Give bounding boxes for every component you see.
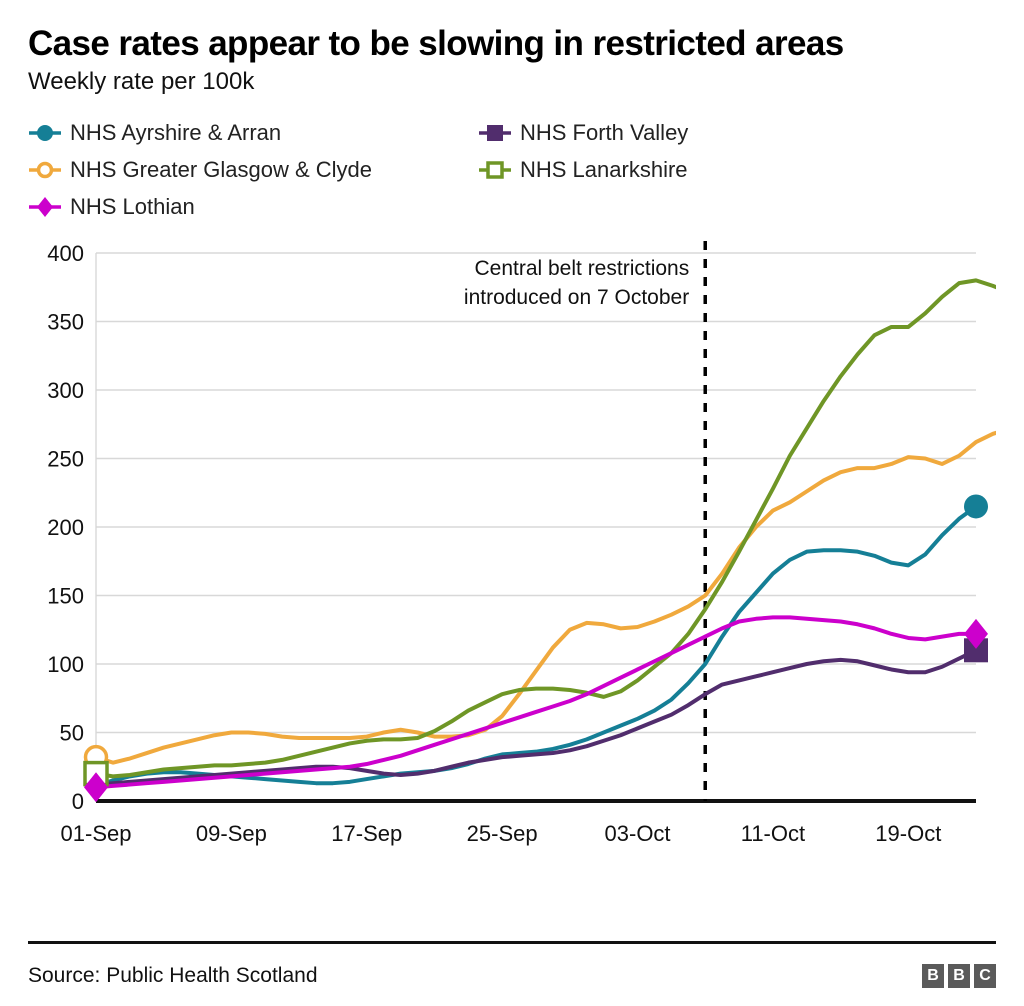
y-axis-tick-label: 350 [47,310,84,335]
annotation-text-line-1: Central belt restrictions [474,257,689,280]
y-axis-tick-label: 300 [47,378,84,403]
chart-legend: NHS Ayrshire & Arran NHS Forth Valley NHS … [28,114,728,225]
annotation-text-line-2: introduced on 7 October [464,286,689,309]
source-label: Source: Public Health Scotland [28,964,318,987]
legend-label: NHS Lothian [70,193,195,219]
chart-subtitle: Weekly rate per 100k [28,68,255,96]
end-marker-nhs-ayrshire-arran [964,494,988,519]
open-square-icon [478,159,512,181]
filled-diamond-icon [28,196,62,218]
bbc-logo-letter-3: C [974,964,996,988]
legend-label: NHS Forth Valley [520,119,689,145]
legend-label: NHS Ayrshire & Arran [70,119,282,145]
x-axis-tick-label: 17-Sep [331,821,402,846]
y-axis-tick-label: 200 [47,515,84,540]
x-axis-tick-label: 01-Sep [61,821,132,846]
legend-item-nhs-ayrshire-arran[interactable]: NHS Ayrshire & Arran [28,114,478,151]
filled-circle-icon [28,122,62,144]
bbc-logo-letter-1: B [922,964,944,988]
chart-area: 0 50 100 150 200 250 300 350 400 01-Sep 09-Sep 17-S… [28,235,996,875]
bbc-logo-letter-2: B [948,964,970,988]
y-axis-tick-label: 0 [72,789,84,814]
page-title: Case rates appear to be slowing in restr… [28,24,844,63]
x-axis-tick-label: 03-Oct [605,821,671,846]
end-marker-nhs-lothian [964,619,988,650]
series-line-nhs-lanarkshire [94,278,996,779]
y-axis-tick-label: 250 [47,447,84,472]
series-line-nhs-greater-glasgow-clyde [94,430,996,765]
y-axis-tick-label: 400 [47,241,84,266]
line-chart: 0 50 100 150 200 250 300 350 400 01-Sep 09-Sep 17-S… [47,241,996,846]
x-axis-tick-label: 19-Oct [875,821,941,846]
series-line-nhs-lothian [94,615,978,790]
series-line-nhs-forth-valley [94,648,978,787]
start-marker-nhs-lothian [84,772,108,803]
legend-label: NHS Lanarkshire [520,156,688,182]
y-axis-tick-label: 100 [47,652,84,677]
legend-item-nhs-lothian[interactable]: NHS Lothian [28,188,478,225]
footer-divider [28,941,996,944]
legend-item-nhs-lanarkshire[interactable]: NHS Lanarkshire [478,151,728,188]
x-axis-tick-label: 09-Sep [196,821,267,846]
x-axis-tick-label: 25-Sep [467,821,538,846]
legend-label: NHS Greater Glasgow & Clyde [70,156,372,182]
y-axis-tick-label: 50 [60,721,84,746]
filled-square-icon [478,122,512,144]
y-axis-tick-label: 150 [47,584,84,609]
legend-item-nhs-forth-valley[interactable]: NHS Forth Valley [478,114,728,151]
chart-page: Case rates appear to be slowing in restr… [0,24,1024,1006]
open-circle-icon [28,159,62,181]
x-axis-tick-label: 11-Oct [741,821,805,846]
legend-item-nhs-greater-glasgow-clyde[interactable]: NHS Greater Glasgow & Clyde [28,151,478,188]
series-line-nhs-ayrshire-arran [94,504,978,789]
